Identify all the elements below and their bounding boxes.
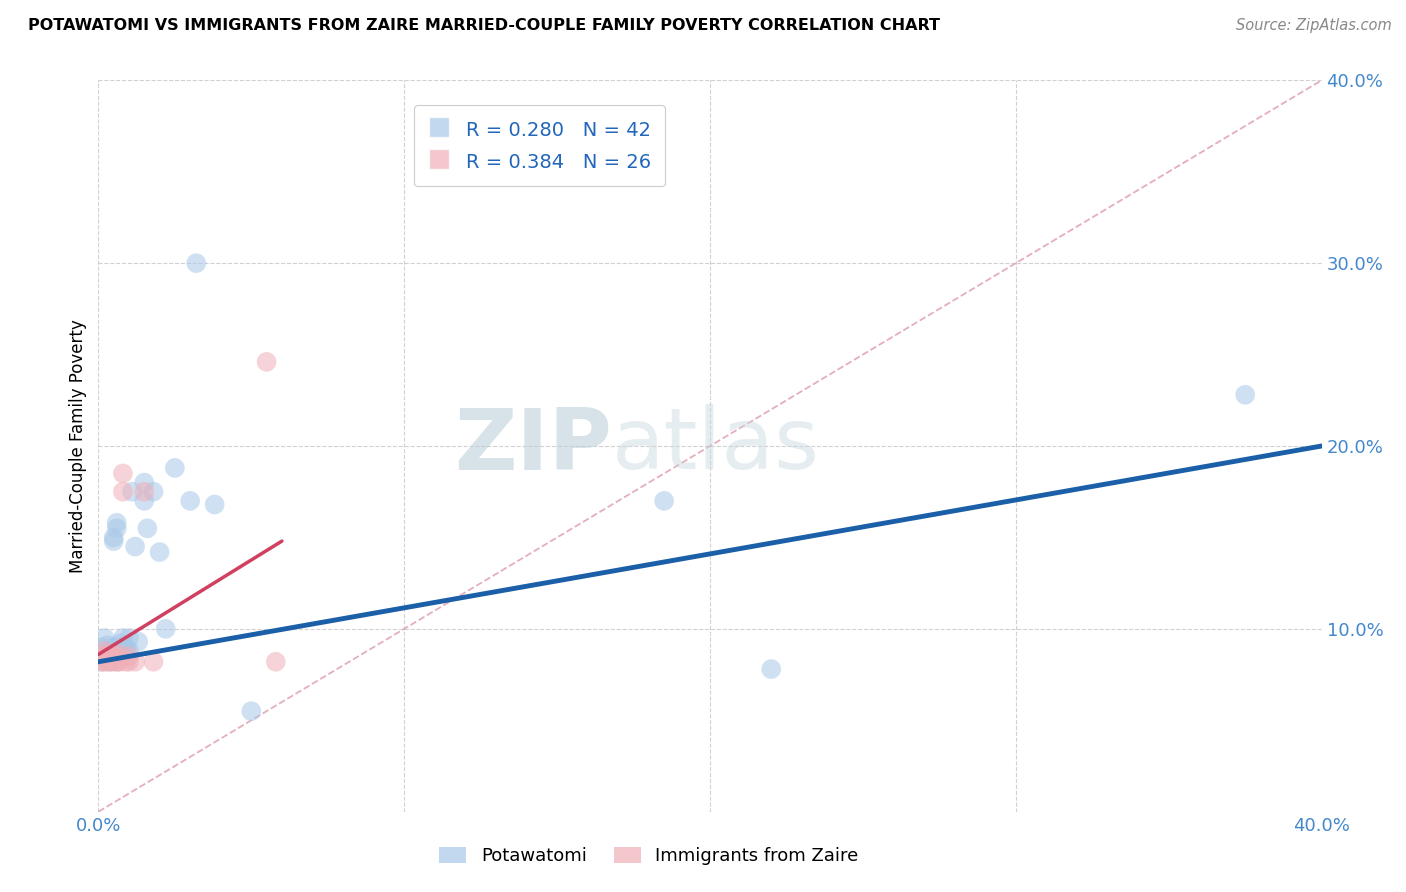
Point <box>105 521 128 535</box>
Point <box>90 649 112 664</box>
Text: POTAWATOMI VS IMMIGRANTS FROM ZAIRE MARRIED-COUPLE FAMILY POVERTY CORRELATION CH: POTAWATOMI VS IMMIGRANTS FROM ZAIRE MARR… <box>28 18 941 33</box>
Point <box>115 640 138 655</box>
Point <box>105 640 128 655</box>
Text: ZIP: ZIP <box>454 404 612 488</box>
Point <box>118 655 141 669</box>
Point <box>1234 388 1257 402</box>
Point <box>93 631 115 645</box>
Point <box>105 655 128 669</box>
Point <box>652 493 675 508</box>
Point <box>93 644 115 658</box>
Y-axis label: Married-Couple Family Poverty: Married-Couple Family Poverty <box>69 319 87 573</box>
Point <box>100 655 122 669</box>
Point <box>204 498 226 512</box>
Point <box>264 655 287 669</box>
Point <box>108 655 131 669</box>
Point <box>97 653 120 667</box>
Point <box>111 631 134 645</box>
Point <box>111 484 134 499</box>
Point <box>97 655 120 669</box>
Point <box>155 622 177 636</box>
Point <box>100 649 122 664</box>
Point <box>93 655 115 669</box>
Point <box>105 516 128 530</box>
Point <box>103 530 125 544</box>
Point <box>90 655 112 669</box>
Point <box>118 631 141 645</box>
Point <box>134 493 156 508</box>
Text: atlas: atlas <box>612 404 820 488</box>
Point <box>118 649 141 664</box>
Point <box>149 545 172 559</box>
Text: Source: ZipAtlas.com: Source: ZipAtlas.com <box>1236 18 1392 33</box>
Point <box>115 644 138 658</box>
Point <box>90 655 112 669</box>
Point <box>134 475 156 490</box>
Point <box>256 355 278 369</box>
Point <box>115 655 138 669</box>
Point <box>108 636 131 650</box>
Point <box>97 644 120 658</box>
Point <box>97 653 120 667</box>
Point <box>240 704 263 718</box>
Point <box>103 653 125 667</box>
Point <box>121 484 143 499</box>
Point <box>124 655 146 669</box>
Point <box>108 644 131 658</box>
Point <box>134 484 156 499</box>
Legend: Potawatomi, Immigrants from Zaire: Potawatomi, Immigrants from Zaire <box>432 839 866 872</box>
Point <box>103 640 125 655</box>
Point <box>90 640 112 655</box>
Point <box>127 634 149 648</box>
Point <box>111 467 134 481</box>
Point <box>105 655 128 669</box>
Point <box>759 662 782 676</box>
Point <box>179 493 201 508</box>
Point <box>103 649 125 664</box>
Point <box>97 638 120 652</box>
Point <box>108 649 131 664</box>
Point <box>118 644 141 658</box>
Point <box>103 653 125 667</box>
Point <box>93 649 115 664</box>
Point <box>163 461 186 475</box>
Point <box>97 648 120 662</box>
Point <box>186 256 208 270</box>
Point <box>108 648 131 662</box>
Point <box>103 534 125 549</box>
Point <box>142 484 165 499</box>
Point <box>100 649 122 664</box>
Point <box>142 655 165 669</box>
Point <box>100 655 122 669</box>
Point <box>111 640 134 655</box>
Point <box>105 649 128 664</box>
Point <box>136 521 159 535</box>
Point <box>124 540 146 554</box>
